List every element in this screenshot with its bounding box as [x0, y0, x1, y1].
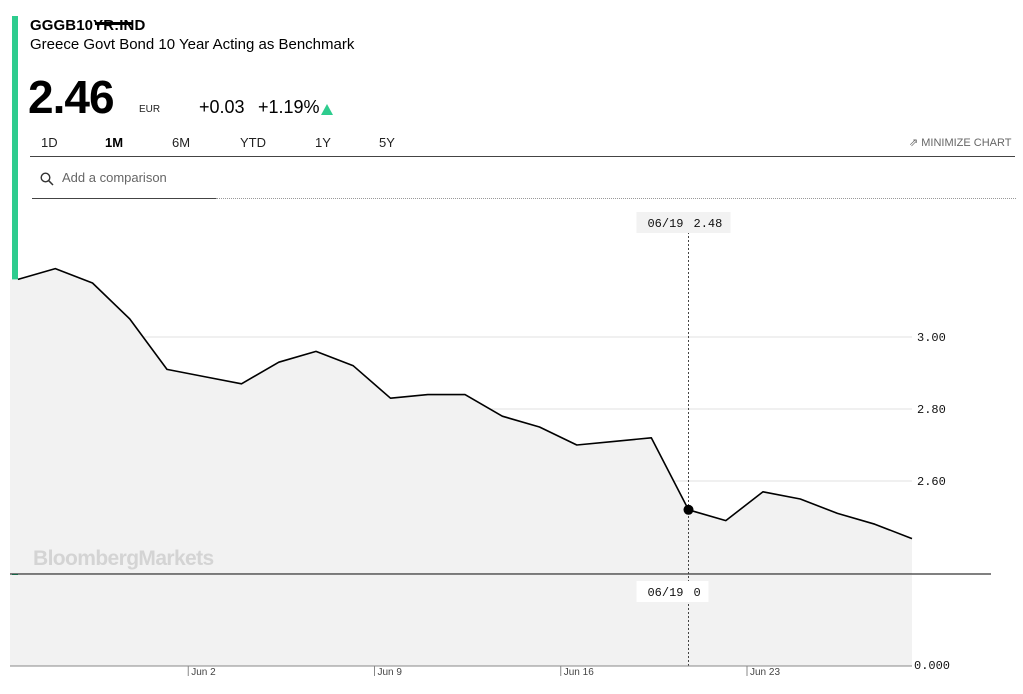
- price-area: [10, 268, 912, 574]
- last-price: 2.46: [28, 71, 115, 123]
- tab-ytd[interactable]: YTD: [240, 135, 266, 150]
- minimize-icon: ⇗: [909, 137, 919, 149]
- hover-volume-date-label: 06/19: [647, 586, 683, 600]
- y-tick-2-80: 2.80: [917, 403, 946, 417]
- x-tick-label-3: Jun 23: [750, 667, 780, 678]
- tab-5y[interactable]: 5Y: [379, 135, 395, 150]
- watermark: BloombergMarkets: [33, 547, 214, 570]
- hover-volume-value-label: 0: [694, 586, 701, 600]
- tabs-divider: [30, 156, 1015, 157]
- x-tick-label-0: Jun 2: [191, 667, 216, 678]
- search-icon: [40, 172, 54, 186]
- ticker-symbol: GGGB10YR:IND: [30, 17, 146, 34]
- price-line: [17, 267, 913, 540]
- x-tick-label-1: Jun 9: [378, 667, 403, 678]
- x-axis-ticks: Jun 2 Jun 9 Jun 16 Jun 23: [187, 666, 780, 678]
- volume-area: [10, 575, 912, 666]
- price-change-percent: +1.19%: [258, 97, 320, 117]
- price-change: +0.03: [199, 97, 245, 117]
- y-tick-2-60: 2.60: [917, 475, 946, 489]
- timeframe-tabs: 1D 1M 6M YTD 1Y 5Y: [30, 132, 1020, 156]
- up-arrow-icon: [321, 104, 333, 115]
- comparison-input[interactable]: [62, 170, 212, 185]
- search-divider: [216, 198, 1016, 199]
- tab-1m[interactable]: 1M: [105, 135, 124, 150]
- hover-date-label: 06/19: [647, 217, 683, 231]
- comparison-search: [32, 166, 216, 199]
- security-name: Greece Govt Bond 10 Year Acting as Bench…: [30, 36, 355, 53]
- y-tick-volume-zero: 0.000: [914, 659, 950, 673]
- hover-value-label: 2.48: [694, 217, 723, 231]
- tab-6m[interactable]: 6M: [172, 135, 191, 150]
- hover-price-flag: 06/19 2.48: [636, 212, 731, 233]
- active-tab-underline: [95, 22, 132, 25]
- minimize-chart-label: MINIMIZE CHART: [921, 137, 1012, 149]
- minimize-chart-button[interactable]: ⇗ MINIMIZE CHART: [909, 136, 1011, 149]
- hover-volume-flag: 06/19 0: [636, 581, 709, 602]
- hover-point: [683, 504, 694, 515]
- currency-label: EUR: [139, 104, 161, 115]
- tab-1y[interactable]: 1Y: [315, 135, 331, 150]
- x-tick-label-2: Jun 16: [564, 667, 594, 678]
- tab-1d[interactable]: 1D: [41, 135, 58, 150]
- y-tick-3-00: 3.00: [917, 331, 946, 345]
